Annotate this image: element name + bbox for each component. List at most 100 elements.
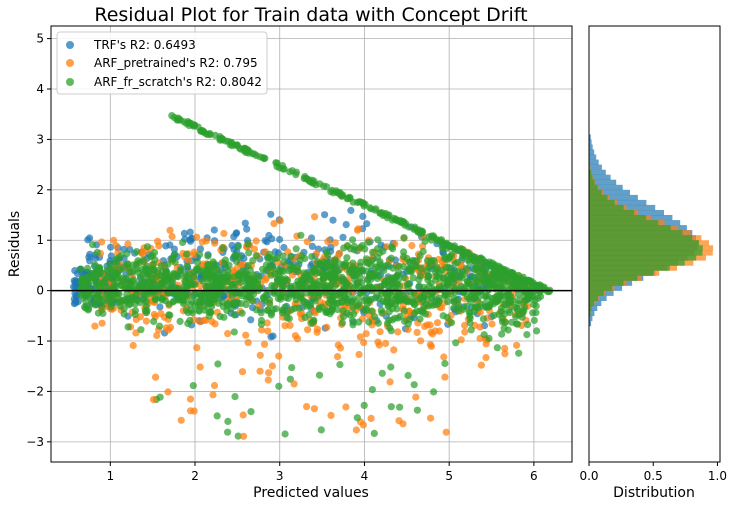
distribution-bar-2 — [589, 169, 592, 175]
scatter-point-1 — [426, 321, 434, 329]
scatter-point-1 — [153, 331, 161, 340]
scatter-point-2 — [94, 309, 102, 317]
scatter-point-2 — [192, 266, 200, 274]
chart-title: Residual Plot for Train data with Concep… — [94, 4, 527, 26]
scatter-point-1 — [376, 328, 384, 336]
scatter-point-2 — [373, 274, 381, 283]
scatter-point-2 — [338, 298, 346, 306]
scatter-point-2 — [300, 273, 308, 282]
scatter-point-2 — [356, 262, 364, 270]
scatter-point-1 — [382, 339, 390, 348]
scatter-point-1 — [198, 238, 206, 246]
y-tick-label: 1 — [36, 233, 44, 247]
scatter-point-2 — [124, 260, 132, 269]
scatter-point-2 — [368, 270, 376, 279]
distribution-bar-0 — [589, 310, 595, 317]
distribution-tick-label: 1.0 — [708, 469, 727, 483]
scatter-outlier — [275, 382, 283, 390]
scatter-point-1 — [164, 326, 172, 334]
scatter-point-2 — [466, 319, 474, 327]
scatter-point-2 — [203, 267, 211, 275]
distribution-bar-2 — [589, 194, 608, 201]
scatter-point-2 — [400, 307, 408, 315]
scatter-point-1 — [193, 233, 201, 241]
scatter-point-1 — [142, 317, 150, 325]
distribution-plot: 0.0 0.5 1.0 Distribution — [579, 25, 727, 501]
scatter-point-2 — [364, 259, 373, 268]
scatter-point-2 — [179, 238, 187, 247]
scatter-point-1 — [428, 330, 437, 338]
scatter-point-2 — [204, 299, 212, 307]
distribution-x-ticks: 0.0 0.5 1.0 — [579, 462, 727, 483]
scatter-point-2 — [371, 313, 379, 321]
scatter-point-2 — [355, 318, 363, 326]
scatter-point-2 — [383, 319, 392, 327]
scatter-point-1 — [334, 353, 342, 361]
scatter-point-2 — [173, 116, 181, 124]
scatter-point-2 — [523, 331, 531, 339]
distribution-bar-2 — [589, 300, 594, 306]
scatter-point-2 — [93, 266, 101, 274]
scatter-point-2 — [152, 294, 160, 302]
scatter-outlier — [317, 426, 325, 434]
scatter-point-2 — [323, 248, 331, 256]
scatter-outlier — [156, 393, 164, 401]
scatter-point-2 — [80, 294, 88, 302]
scatter-point-1 — [256, 351, 264, 359]
scatter-point-2 — [133, 248, 141, 256]
scatter-point-2 — [316, 269, 324, 277]
scatter-point-2 — [184, 319, 192, 328]
scatter-outlier — [290, 380, 298, 388]
distribution-bar-2 — [589, 240, 700, 246]
scatter-point-1 — [296, 310, 304, 318]
scatter-point-2 — [106, 294, 114, 302]
scatter-point-0 — [107, 243, 115, 251]
scatter-point-2 — [479, 315, 487, 323]
scatter-point-2 — [480, 331, 488, 339]
scatter-outlier — [224, 417, 232, 425]
scatter-point-2 — [169, 278, 177, 286]
scatter-point-2 — [420, 303, 428, 311]
scatter-point-2 — [356, 274, 365, 282]
distribution-bar-2 — [589, 225, 671, 231]
legend-box — [56, 31, 268, 95]
scatter-point-2 — [122, 275, 130, 283]
scatter-point-2 — [482, 303, 490, 311]
scatter-point-2 — [243, 147, 251, 155]
scatter-point-2 — [217, 281, 225, 289]
scatter-point-1 — [457, 336, 465, 344]
scatter-point-1 — [335, 249, 343, 257]
scatter-point-2 — [463, 302, 471, 310]
scatter-point-0 — [210, 226, 218, 234]
distribution-bar-0 — [589, 134, 591, 140]
y-axis-label: Residuals — [7, 211, 23, 277]
scatter-point-2 — [412, 262, 420, 270]
scatter-point-2 — [272, 159, 280, 167]
scatter-point-2 — [139, 281, 147, 289]
scatter-point-2 — [458, 274, 466, 282]
scatter-point-2 — [292, 292, 300, 300]
scatter-point-2 — [377, 306, 385, 314]
scatter-point-2 — [435, 294, 443, 302]
scatter-outlier — [196, 363, 204, 371]
scatter-point-2 — [224, 267, 232, 275]
scatter-point-0 — [71, 267, 79, 275]
scatter-point-2 — [395, 262, 403, 270]
scatter-point-2 — [376, 260, 384, 268]
scatter-point-2 — [185, 119, 193, 127]
scatter-outlier — [387, 363, 395, 371]
legend-marker-arf-scratch — [66, 78, 74, 86]
scatter-point-2 — [405, 298, 413, 306]
scatter-outlier — [303, 403, 311, 411]
distribution-bar-2 — [589, 189, 602, 196]
scatter-point-2 — [136, 298, 144, 307]
scatter-outlier — [430, 388, 438, 396]
scatter-point-2 — [86, 274, 94, 282]
distribution-bar-0 — [589, 144, 593, 150]
scatter-outlier — [268, 362, 276, 370]
scatter-point-2 — [416, 315, 424, 323]
scatter-outlier — [213, 412, 221, 420]
y-tick-label: −3 — [26, 435, 44, 449]
scatter-point-2 — [211, 290, 219, 298]
scatter-point-2 — [232, 251, 240, 259]
